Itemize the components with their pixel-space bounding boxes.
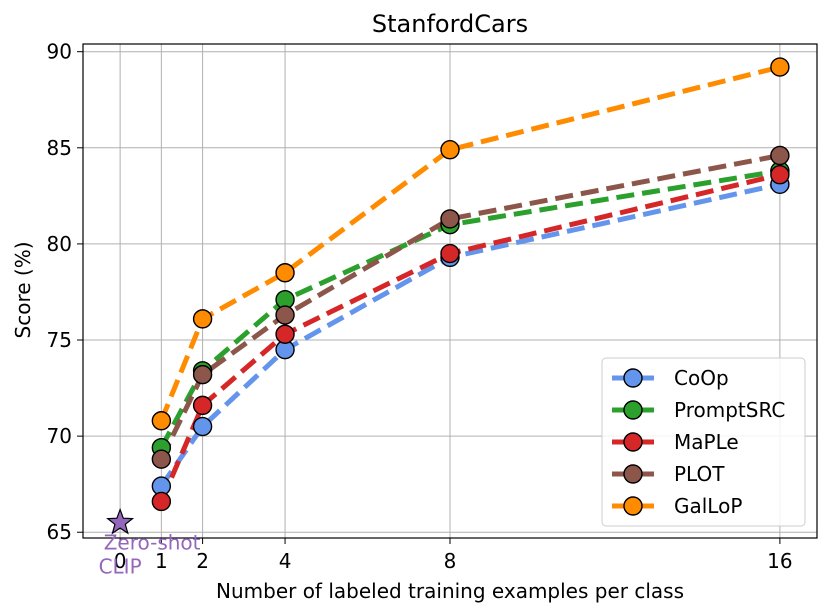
legend-label: PromptSRC <box>674 398 785 422</box>
legend-marker <box>623 400 643 420</box>
x-tick-label: 16 <box>767 549 792 573</box>
data-point <box>440 243 460 264</box>
y-tick-label: 80 <box>47 232 72 256</box>
legend: CoOp PromptSRC MaPLe PLOT GalLoP <box>601 357 806 527</box>
zero-shot-label: Zero-shot <box>104 531 201 555</box>
zero-shot-label: CLIP <box>99 555 142 579</box>
data-point <box>770 145 790 166</box>
chart-title: StanfordCars <box>372 10 528 38</box>
data-point <box>151 449 172 469</box>
y-axis-label: Score (%) <box>11 242 35 339</box>
data-point <box>192 395 213 416</box>
legend-marker <box>623 464 643 484</box>
legend-box <box>601 357 806 527</box>
x-tick-label: 2 <box>196 549 209 573</box>
x-tick-label: 0 <box>114 549 127 573</box>
plot-frame <box>82 43 818 539</box>
x-tick-label: 8 <box>444 549 457 573</box>
zero-shot-star-icon <box>106 507 135 535</box>
data-point <box>440 209 460 229</box>
series-line <box>158 64 781 422</box>
data-point <box>770 57 790 77</box>
legend-label: PLOT <box>674 462 725 486</box>
data-point <box>151 411 172 431</box>
legend-marker <box>623 368 643 388</box>
legend-label: GalLoP <box>674 494 742 518</box>
data-point <box>151 491 172 512</box>
data-point <box>275 305 295 325</box>
y-tick-label: 90 <box>47 40 72 64</box>
data-point <box>275 324 295 344</box>
data-point <box>192 309 213 329</box>
data-point <box>192 416 213 437</box>
data-point <box>275 263 295 283</box>
data-point <box>440 140 460 160</box>
y-tick-label: 85 <box>47 136 72 160</box>
y-tick-label: 75 <box>47 328 72 352</box>
series-layer <box>151 57 790 512</box>
axes-layer: 0 1 2 4 8 16 65 70 75 80 85 90 <box>47 40 818 573</box>
legend-label: MaPLe <box>674 430 739 454</box>
y-tick-label: 65 <box>47 520 72 544</box>
grid-layer <box>83 44 817 538</box>
x-tick-label: 4 <box>279 549 292 573</box>
legend-marker <box>623 496 643 516</box>
data-point <box>770 165 790 185</box>
legend-label: CoOp <box>674 366 729 390</box>
data-point <box>192 364 213 385</box>
x-tick-label: 1 <box>155 549 168 573</box>
y-tick-label: 70 <box>47 424 72 448</box>
x-axis-label: Number of labeled training examples per … <box>216 579 684 603</box>
legend-marker <box>623 432 643 452</box>
